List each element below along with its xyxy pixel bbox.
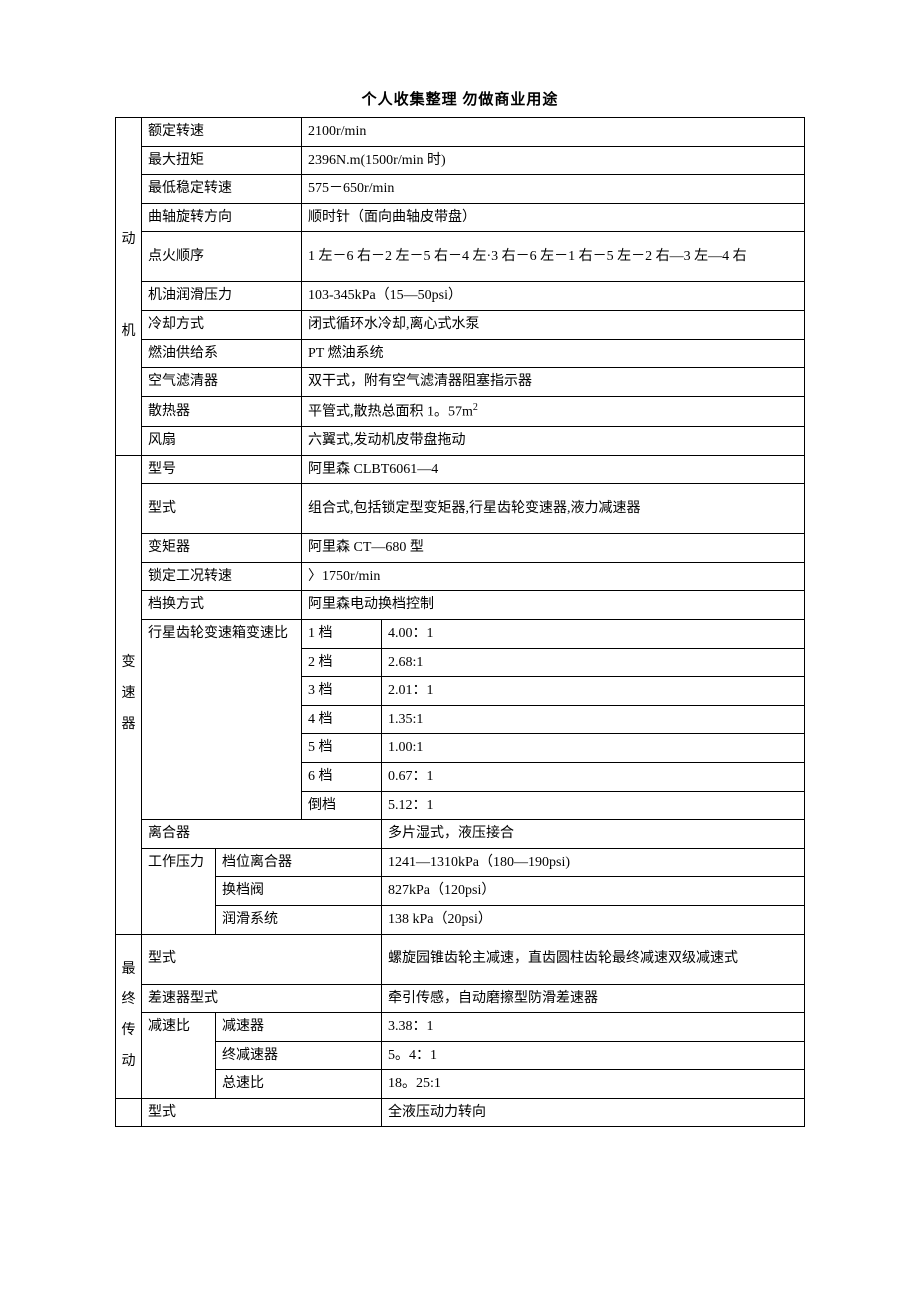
value: 阿里森电动换档控制 bbox=[302, 591, 805, 620]
value: 闭式循环水冷却,离心式水泵 bbox=[302, 310, 805, 339]
value: 5。4：1 bbox=[382, 1041, 805, 1070]
gear-label: 2 档 bbox=[302, 648, 382, 677]
gear-label: 5 档 bbox=[302, 734, 382, 763]
label: 散热器 bbox=[142, 396, 302, 426]
value: 六翼式,发动机皮带盘拖动 bbox=[302, 427, 805, 456]
value: 阿里森 CLBT6061—4 bbox=[302, 455, 805, 484]
label: 行星齿轮变速箱变速比 bbox=[142, 619, 302, 819]
value: 575－650r/min bbox=[302, 175, 805, 204]
label: 最低稳定转速 bbox=[142, 175, 302, 204]
label: 型式 bbox=[142, 484, 302, 534]
label: 减速比 bbox=[142, 1013, 216, 1099]
sublabel: 润滑系统 bbox=[216, 905, 382, 934]
label: 工作压力 bbox=[142, 848, 216, 934]
label: 锁定工况转速 bbox=[142, 562, 302, 591]
section-final-drive: 最终传动 bbox=[116, 934, 142, 1098]
sublabel: 档位离合器 bbox=[216, 848, 382, 877]
gear-label: 3 档 bbox=[302, 677, 382, 706]
label: 燃油供给系 bbox=[142, 339, 302, 368]
label: 风扇 bbox=[142, 427, 302, 456]
label: 最大扭矩 bbox=[142, 146, 302, 175]
spec-table: 动 机 额定转速 2100r/min 最大扭矩 2396N.m(1500r/mi… bbox=[115, 117, 805, 1127]
value: 103-345kPa（15—50psi） bbox=[302, 282, 805, 311]
sublabel: 减速器 bbox=[216, 1013, 382, 1042]
label: 差速器型式 bbox=[142, 984, 382, 1013]
value: 2396N.m(1500r/min 时) bbox=[302, 146, 805, 175]
label: 离合器 bbox=[142, 820, 382, 849]
value: 螺旋园锥齿轮主减速，直齿圆柱齿轮最终减速双级减速式 bbox=[382, 934, 805, 984]
sublabel: 换档阀 bbox=[216, 877, 382, 906]
value: PT 燃油系统 bbox=[302, 339, 805, 368]
gear-ratio: 0.67：1 bbox=[382, 762, 805, 791]
document-header: 个人收集整理 勿做商业用途 bbox=[115, 90, 805, 111]
gear-ratio: 4.00：1 bbox=[382, 619, 805, 648]
value: 平管式,散热总面积 1。57m2 bbox=[302, 396, 805, 426]
value: 2100r/min bbox=[302, 118, 805, 147]
value: 3.38：1 bbox=[382, 1013, 805, 1042]
gear-label: 倒档 bbox=[302, 791, 382, 820]
gear-ratio: 1.35:1 bbox=[382, 705, 805, 734]
value: 全液压动力转向 bbox=[382, 1098, 805, 1127]
value: 阿里森 CT—680 型 bbox=[302, 534, 805, 563]
label: 变矩器 bbox=[142, 534, 302, 563]
label: 空气滤清器 bbox=[142, 368, 302, 397]
gear-label: 6 档 bbox=[302, 762, 382, 791]
value: 牵引传感，自动磨擦型防滑差速器 bbox=[382, 984, 805, 1013]
value: 顺时针（面向曲轴皮带盘） bbox=[302, 203, 805, 232]
value: 1 左－6 右－2 左－5 右－4 左·3 右－6 左－1 右－5 左－2 右—… bbox=[302, 232, 805, 282]
section-steering bbox=[116, 1098, 142, 1127]
sublabel: 总速比 bbox=[216, 1070, 382, 1099]
label: 额定转速 bbox=[142, 118, 302, 147]
label: 点火顺序 bbox=[142, 232, 302, 282]
label: 型式 bbox=[142, 934, 382, 984]
label: 冷却方式 bbox=[142, 310, 302, 339]
label: 型式 bbox=[142, 1098, 382, 1127]
value: 组合式,包括锁定型变矩器,行星齿轮变速器,液力减速器 bbox=[302, 484, 805, 534]
section-engine: 动 机 bbox=[116, 118, 142, 456]
value: 18。25:1 bbox=[382, 1070, 805, 1099]
gear-label: 1 档 bbox=[302, 619, 382, 648]
label: 档换方式 bbox=[142, 591, 302, 620]
value: 〉1750r/min bbox=[302, 562, 805, 591]
value: 多片湿式，液压接合 bbox=[382, 820, 805, 849]
gear-label: 4 档 bbox=[302, 705, 382, 734]
value: 138 kPa（20psi） bbox=[382, 905, 805, 934]
value: 1241—1310kPa（180—190psi) bbox=[382, 848, 805, 877]
gear-ratio: 2.01：1 bbox=[382, 677, 805, 706]
label: 机油润滑压力 bbox=[142, 282, 302, 311]
gear-ratio: 5.12：1 bbox=[382, 791, 805, 820]
label: 曲轴旋转方向 bbox=[142, 203, 302, 232]
value: 827kPa（120psi） bbox=[382, 877, 805, 906]
gear-ratio: 1.00:1 bbox=[382, 734, 805, 763]
gear-ratio: 2.68:1 bbox=[382, 648, 805, 677]
section-transmission: 变速器 bbox=[116, 455, 142, 934]
sublabel: 终减速器 bbox=[216, 1041, 382, 1070]
value: 双干式，附有空气滤清器阻塞指示器 bbox=[302, 368, 805, 397]
label: 型号 bbox=[142, 455, 302, 484]
